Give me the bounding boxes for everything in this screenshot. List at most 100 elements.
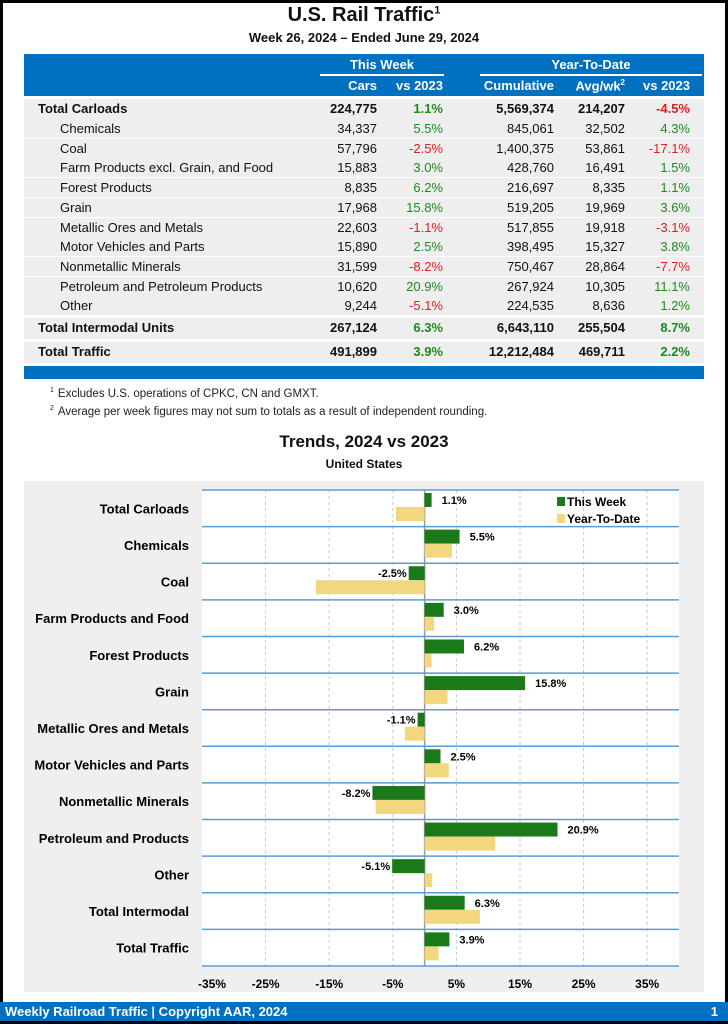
cumulative-value: 1,400,375: [496, 141, 554, 156]
table-row: Total Intermodal Units 267,124 6.3% 6,643,1…: [24, 318, 704, 339]
data-label: 20.9%: [568, 825, 599, 837]
category-label: Total Traffic: [116, 941, 189, 956]
avg-value: 8,636: [592, 298, 625, 313]
footnote-2: 2 Average per week figures may not sum to…: [50, 405, 488, 418]
table-header: This Week Year-To-Date Cars vs 2023 Cumu…: [24, 54, 704, 96]
table-row: Metallic Ores and Metals 22,603 -1.1% 517,8…: [24, 218, 704, 237]
cumulative-value: 267,924: [507, 279, 554, 294]
row-label: Farm Products excl. Grain, and Food: [60, 160, 274, 175]
ytd-pct: -17.1%: [648, 141, 690, 156]
cars-value: 267,124: [330, 320, 377, 335]
x-tick-label: -35%: [198, 977, 226, 991]
table-row: Motor Vehicles and Parts 15,890 2.5% 398,49…: [24, 237, 704, 256]
row-label: Coal: [60, 141, 87, 156]
data-label: 6.2%: [474, 641, 499, 653]
row-label: Other: [60, 298, 93, 313]
table-row: Coal 57,796 -2.5% 1,400,375 53,861 -17.1%: [24, 139, 704, 158]
ytd-bar: [424, 763, 449, 778]
col-avg: Avg/wk2: [575, 78, 625, 94]
avg-value: 16,491: [585, 160, 625, 175]
ytd-pct: -7.7%: [656, 259, 690, 274]
data-label: 1.1%: [442, 495, 467, 507]
cars-value: 31,599: [337, 259, 377, 274]
ytd-pct: 2.2%: [660, 344, 690, 359]
week-pct: -8.2%: [409, 259, 443, 274]
week-pct: 20.9%: [406, 279, 443, 294]
page-number: 1: [710, 1004, 718, 1019]
table-footer-bar: [24, 366, 704, 379]
this-week-bar: [424, 639, 465, 654]
cumulative-value: 519,205: [507, 200, 554, 215]
page-subtitle: Week 26, 2024 – Ended June 29, 2024: [248, 30, 480, 45]
cumulative-value: 428,760: [507, 160, 554, 175]
row-label: Metallic Ores and Metals: [60, 220, 204, 235]
category-label: Farm Products and Food: [35, 611, 189, 626]
ytd-pct: 3.6%: [660, 200, 690, 215]
legend-swatch: [557, 497, 565, 506]
row-label: Total Traffic: [38, 344, 111, 359]
week-pct: -2.5%: [409, 141, 443, 156]
cars-value: 17,968: [337, 200, 377, 215]
this-week-bar: [424, 749, 441, 764]
row-label: Chemicals: [60, 121, 121, 136]
this-week-bar: [424, 895, 465, 910]
week-pct: 6.2%: [413, 180, 443, 195]
ytd-pct: 1.5%: [660, 160, 690, 175]
col-cars: Cars: [348, 78, 377, 93]
row-label: Petroleum and Petroleum Products: [60, 279, 263, 294]
table-row: Forest Products 8,835 6.2% 216,697 8,335 1.1%: [24, 178, 704, 197]
avg-value: 10,305: [585, 279, 625, 294]
col-wk-pct: vs 2023: [396, 78, 443, 93]
this-week-bar: [424, 932, 450, 947]
ytd-bar: [424, 616, 435, 631]
ytd-bar: [315, 580, 425, 595]
avg-value: 19,918: [585, 220, 625, 235]
ytd-bar: [395, 507, 425, 521]
chart-subtitle: United States: [325, 457, 403, 471]
data-label: -8.2%: [342, 788, 371, 800]
row-label: Nonmetallic Minerals: [60, 259, 181, 274]
cars-value: 15,890: [337, 239, 377, 254]
data-label: 3.0%: [454, 605, 479, 617]
avg-value: 255,504: [578, 320, 625, 335]
x-tick-label: 25%: [572, 977, 596, 991]
avg-value: 8,335: [592, 180, 625, 195]
cumulative-value: 6,643,110: [496, 320, 554, 335]
cumulative-value: 517,855: [507, 220, 554, 235]
this-week-bar: [417, 712, 425, 727]
x-tick-label: -25%: [252, 977, 280, 991]
avg-value: 32,502: [585, 121, 625, 136]
category-label: Chemicals: [124, 538, 189, 553]
table-row: Farm Products excl. Grain, and Food 15,88…: [24, 158, 704, 177]
cumulative-value: 216,697: [507, 180, 554, 195]
col-cumulative: Cumulative: [483, 78, 554, 93]
avg-value: 28,864: [585, 259, 625, 274]
table-row: Petroleum and Petroleum Products 10,620 20…: [24, 277, 704, 296]
cars-value: 224,775: [330, 101, 377, 116]
cars-value: 10,620: [337, 279, 377, 294]
table-row: Total Traffic 491,899 3.9% 12,212,484 469,71…: [24, 342, 704, 363]
category-label: Total Intermodal: [89, 904, 189, 919]
cumulative-value: 5,569,374: [496, 101, 554, 116]
this-week-bar: [424, 493, 432, 507]
week-pct: 6.3%: [413, 320, 443, 335]
avg-value: 53,861: [585, 141, 625, 156]
this-week-bar: [424, 676, 526, 691]
category-label: Other: [154, 867, 189, 882]
table-row: Other 9,244 -5.1% 224,535 8,636 1.2%: [24, 296, 704, 315]
x-tick-label: 15%: [508, 977, 532, 991]
ytd-pct: 1.2%: [660, 298, 690, 313]
data-label: -5.1%: [361, 861, 390, 873]
ytd-bar: [424, 909, 480, 924]
category-label: Petroleum and Products: [39, 831, 189, 846]
row-label: Total Carloads: [38, 101, 128, 116]
row-label: Motor Vehicles and Parts: [60, 239, 205, 254]
row-label: Forest Products: [60, 180, 152, 195]
row-label: Grain: [60, 200, 92, 215]
ytd-pct: -4.5%: [656, 101, 690, 116]
week-pct: 5.5%: [413, 121, 443, 136]
table-row: Nonmetallic Minerals 31,599 -8.2% 750,467 28…: [24, 257, 704, 276]
avg-value: 19,969: [585, 200, 625, 215]
ytd-bar: [424, 873, 433, 888]
